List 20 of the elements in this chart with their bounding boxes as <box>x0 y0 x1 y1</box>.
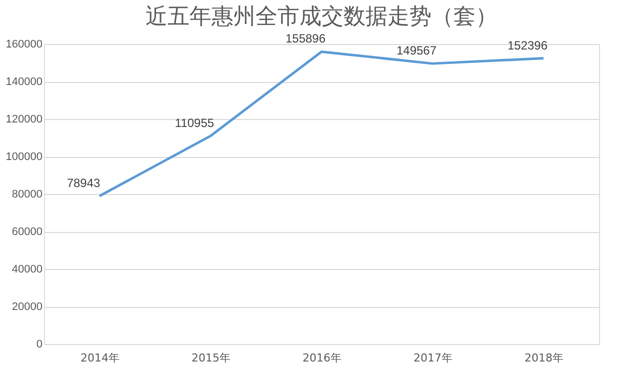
data-label: 149567 <box>396 44 437 58</box>
y-tick-label: 80000 <box>12 188 42 200</box>
data-label: 110955 <box>174 116 214 130</box>
data-label: 155896 <box>285 32 326 46</box>
x-tick-label: 2015年 <box>192 352 230 364</box>
y-tick-label: 120000 <box>6 114 42 126</box>
data-label: 78943 <box>66 176 101 190</box>
y-tick-label: 60000 <box>12 226 42 238</box>
y-tick-label: 40000 <box>12 264 42 276</box>
x-tick-label: 2017年 <box>414 352 452 364</box>
y-tick-label: 100000 <box>6 151 42 163</box>
y-tick-label: 160000 <box>6 38 42 50</box>
x-tick-label: 2018年 <box>524 352 564 364</box>
y-tick-label: 0 <box>36 338 42 350</box>
y-tick-label: 20000 <box>12 301 42 313</box>
chart-title: 近五年惠州全市成交数据走势（套） <box>146 4 498 30</box>
x-tick-label: 2014年 <box>80 352 120 364</box>
x-tick-label: 2016年 <box>302 352 342 364</box>
data-label: 152396 <box>507 38 548 52</box>
y-tick-label: 140000 <box>6 76 42 88</box>
